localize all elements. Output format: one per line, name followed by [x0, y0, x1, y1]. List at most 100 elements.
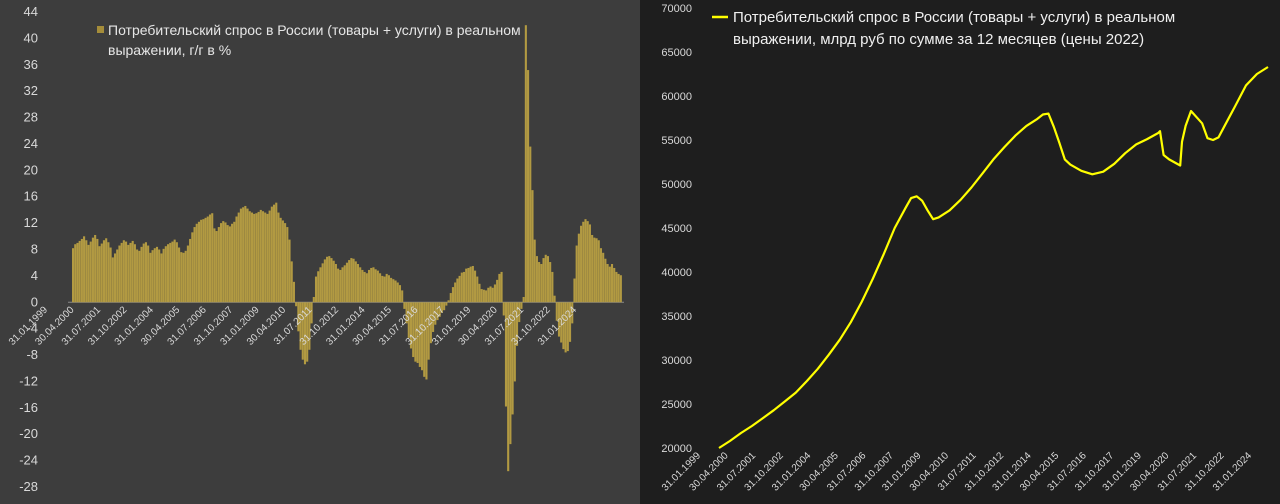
bar	[286, 227, 289, 303]
bar	[438, 302, 441, 317]
bar	[498, 273, 501, 303]
left-y-tick-label: 8	[31, 242, 38, 257]
bar	[140, 246, 143, 303]
bar	[162, 248, 165, 303]
bar	[467, 267, 470, 303]
bar	[387, 275, 390, 303]
left-legend-line-1: Потребительский спрос в России (товары +…	[108, 22, 521, 38]
bar	[326, 256, 329, 303]
bar	[500, 271, 503, 303]
bar	[242, 207, 245, 303]
bar	[178, 247, 181, 303]
bar	[334, 264, 337, 303]
bar	[513, 302, 516, 382]
bar	[451, 287, 455, 303]
bar	[348, 260, 351, 303]
left-y-tick-label: 32	[24, 83, 38, 98]
bar	[142, 243, 145, 303]
bar	[182, 252, 185, 303]
bar	[122, 240, 125, 303]
bar	[226, 225, 229, 303]
bar	[476, 276, 479, 303]
bar	[580, 225, 583, 303]
bar	[158, 249, 161, 303]
left-y-tick-label: -12	[19, 373, 38, 388]
bar	[582, 221, 585, 303]
bar	[568, 302, 572, 342]
bar	[412, 302, 415, 358]
bar	[239, 208, 242, 303]
bar	[423, 302, 426, 377]
bar	[429, 302, 432, 344]
bar	[485, 290, 488, 303]
right-line-series	[718, 66, 1269, 449]
bar	[250, 212, 254, 303]
bar	[474, 270, 477, 303]
bar	[540, 264, 543, 303]
right-y-tick-label: 70000	[661, 3, 692, 15]
bar	[443, 302, 446, 311]
left-y-tick-label: 16	[24, 189, 38, 204]
bar	[80, 238, 83, 303]
right-y-tick-label: 20000	[661, 443, 692, 455]
bar	[109, 247, 112, 303]
bar	[456, 278, 459, 303]
bar	[566, 302, 569, 352]
bar	[160, 253, 163, 303]
bar	[482, 289, 485, 303]
bar	[155, 246, 159, 303]
bar	[529, 146, 532, 303]
bar	[224, 222, 227, 303]
bar	[279, 217, 282, 303]
bar	[564, 302, 567, 353]
left-y-tick-label: -16	[19, 400, 38, 415]
bar	[392, 279, 395, 303]
bar	[268, 210, 271, 303]
bar	[206, 216, 209, 303]
bar	[297, 302, 300, 332]
bar	[502, 302, 505, 316]
bar	[284, 223, 287, 303]
bar	[105, 238, 108, 303]
bar	[363, 271, 366, 303]
bar	[166, 244, 170, 303]
right-y-tick-label: 25000	[661, 399, 692, 411]
bar	[169, 242, 172, 303]
bar	[244, 205, 247, 303]
bar	[222, 221, 225, 303]
bar	[354, 261, 357, 303]
right-legend-line-2: выражении, млрд руб по сумме за 12 месяц…	[733, 31, 1144, 48]
bar	[219, 223, 223, 303]
bar	[604, 258, 607, 303]
bar	[449, 293, 452, 303]
bar	[619, 275, 622, 303]
bar	[356, 264, 360, 303]
bar	[591, 234, 594, 303]
bar	[248, 211, 251, 303]
bar	[522, 297, 525, 303]
bar	[246, 208, 249, 303]
bar	[573, 278, 576, 303]
bar	[151, 250, 154, 303]
bar	[328, 256, 331, 303]
bar	[383, 276, 386, 303]
bar	[175, 242, 178, 303]
left-y-tick-label: -20	[19, 426, 38, 441]
bar	[359, 267, 362, 303]
bar	[259, 209, 262, 303]
bar	[341, 267, 344, 303]
bar	[394, 280, 397, 303]
bar	[480, 289, 483, 303]
bar	[396, 282, 399, 303]
bar	[147, 245, 150, 303]
right-y-tick-label: 60000	[661, 91, 692, 103]
bar	[253, 213, 256, 303]
bar	[312, 297, 315, 303]
bar	[153, 248, 156, 303]
left-y-tick-label: 24	[24, 136, 38, 151]
bar	[133, 244, 136, 303]
bar	[74, 244, 77, 303]
bar	[288, 239, 291, 303]
bar	[560, 302, 563, 343]
